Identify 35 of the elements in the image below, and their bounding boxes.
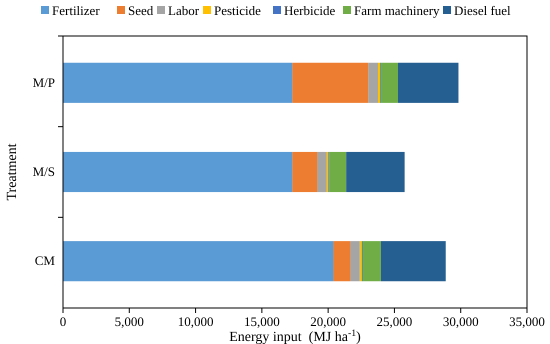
bar: [368, 62, 378, 103]
x-axis-title: Energy input (MJ ha$^{-1}$): [229, 328, 362, 344]
bar: [362, 241, 381, 282]
bar: [398, 62, 458, 103]
bar: [350, 241, 360, 282]
x-tick-label: 30,000: [442, 314, 479, 329]
bar: [346, 152, 405, 192]
bar: [292, 62, 368, 103]
bar: [317, 152, 327, 192]
bar: [63, 241, 334, 282]
bar: [380, 62, 398, 103]
legend-label: Labor: [168, 3, 200, 18]
legend-label: Farm machinery: [354, 3, 440, 18]
legend-label: Seed: [128, 3, 154, 18]
x-tick-label: 35,000: [509, 314, 545, 329]
x-tick-label: 10,000: [178, 314, 214, 329]
bar: [333, 241, 350, 282]
legend-label: Herbicide: [284, 3, 336, 18]
bar: [329, 152, 346, 192]
legend-label: Diesel fuel: [454, 3, 512, 18]
x-tick-label: 20,000: [310, 314, 346, 329]
x-tick-label: 25,000: [376, 314, 412, 329]
y-axis-title: Treatment: [5, 143, 20, 201]
bar: [292, 152, 318, 192]
x-tick-label: 0: [60, 314, 66, 329]
bar: [380, 241, 446, 282]
legend-label: Pesticide: [214, 3, 262, 18]
bar: [63, 62, 292, 103]
y-tick-label: M/S: [32, 164, 55, 179]
legend-label: Fertilizer: [52, 3, 100, 18]
x-tick-label: 5,000: [114, 314, 144, 329]
y-tick-label: M/P: [32, 74, 55, 90]
x-tick-label: 15,000: [244, 314, 280, 329]
bar: [63, 152, 292, 192]
y-tick-label: CM: [34, 253, 56, 268]
